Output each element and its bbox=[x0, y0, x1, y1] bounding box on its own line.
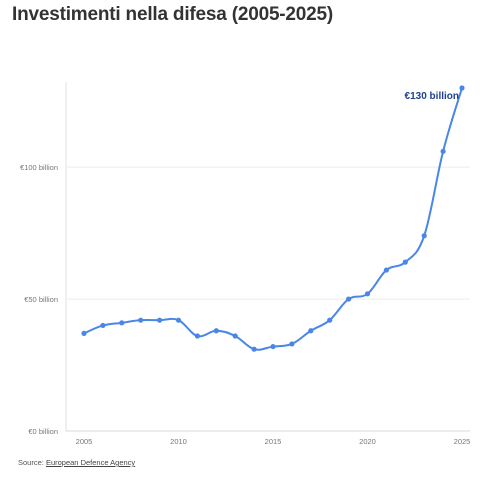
data-point bbox=[100, 322, 106, 329]
data-point bbox=[383, 267, 389, 273]
data-point bbox=[119, 320, 125, 326]
data-point bbox=[402, 259, 408, 265]
data-point bbox=[157, 317, 163, 323]
chart-title: Investimenti nella difesa (2005-2025) bbox=[12, 4, 334, 25]
x-tick-label: 2015 bbox=[265, 437, 282, 446]
data-point bbox=[270, 343, 276, 350]
data-point bbox=[308, 328, 314, 334]
x-tick-label: 2005 bbox=[76, 437, 93, 446]
data-point bbox=[251, 346, 257, 352]
data-point bbox=[364, 291, 371, 297]
data-point bbox=[289, 341, 295, 347]
data-point bbox=[138, 317, 144, 323]
data-point bbox=[421, 233, 427, 239]
data-point bbox=[213, 328, 219, 334]
data-point bbox=[459, 85, 465, 91]
annotation-label: €130 billion bbox=[405, 91, 459, 102]
data-point bbox=[194, 333, 200, 339]
data-point bbox=[232, 333, 238, 339]
x-tick-label: 2020 bbox=[359, 437, 376, 446]
data-point bbox=[175, 317, 182, 323]
data-point bbox=[81, 330, 87, 336]
source-note: Source: European Defence Agency bbox=[18, 458, 135, 467]
series-line bbox=[83, 87, 463, 351]
y-tick-label: €50 billion bbox=[24, 295, 58, 304]
y-tick-label: €100 billion bbox=[20, 163, 58, 172]
data-point bbox=[327, 317, 333, 323]
data-point bbox=[346, 296, 352, 302]
source-label: Source: bbox=[18, 458, 44, 467]
source-link[interactable]: European Defence Agency bbox=[45, 458, 136, 467]
x-tick-label: 2025 bbox=[454, 437, 471, 446]
data-point bbox=[440, 148, 446, 154]
y-tick-label: €0 billion bbox=[28, 427, 58, 436]
x-tick-label: 2010 bbox=[170, 437, 187, 446]
